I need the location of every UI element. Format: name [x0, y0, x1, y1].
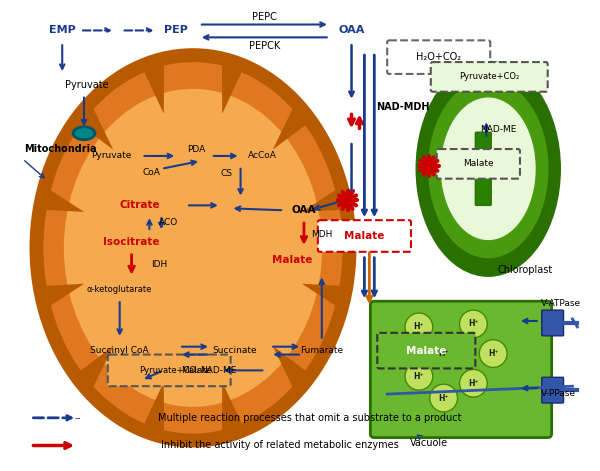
Text: H⁺: H⁺ — [468, 319, 479, 328]
Text: Pyruvate+CO₂: Pyruvate+CO₂ — [459, 73, 520, 81]
Ellipse shape — [417, 62, 560, 276]
Ellipse shape — [430, 81, 547, 257]
Circle shape — [405, 313, 433, 341]
Text: AcCoA: AcCoA — [248, 152, 277, 161]
Circle shape — [460, 369, 487, 397]
Text: Chloroplast: Chloroplast — [497, 265, 553, 275]
FancyBboxPatch shape — [377, 333, 475, 368]
Text: Inhibit the activity of related metabolic enzymes: Inhibit the activity of related metaboli… — [161, 440, 399, 450]
Text: H⁺: H⁺ — [439, 394, 449, 403]
Circle shape — [479, 340, 507, 367]
Polygon shape — [302, 284, 347, 309]
Ellipse shape — [37, 55, 350, 440]
FancyBboxPatch shape — [475, 132, 491, 205]
Text: ACO: ACO — [158, 218, 178, 227]
Polygon shape — [222, 59, 245, 114]
Text: H⁺: H⁺ — [439, 349, 449, 358]
Ellipse shape — [73, 127, 95, 139]
Text: Mitochondria: Mitochondria — [25, 144, 97, 154]
FancyBboxPatch shape — [542, 377, 563, 403]
Text: V-ATPase: V-ATPase — [541, 299, 581, 308]
Text: H₂O+CO₂: H₂O+CO₂ — [416, 52, 461, 62]
Polygon shape — [141, 382, 164, 437]
Text: OAA: OAA — [338, 25, 365, 35]
Polygon shape — [141, 59, 164, 114]
Text: PDA: PDA — [187, 145, 205, 154]
Text: Pyruvate+CO₂: Pyruvate+CO₂ — [139, 366, 199, 375]
Text: NAD-MDH: NAD-MDH — [376, 102, 430, 112]
Text: MDH: MDH — [311, 229, 332, 238]
Text: PEPCK: PEPCK — [249, 41, 280, 51]
Text: Succinyl CoA: Succinyl CoA — [91, 346, 149, 355]
Ellipse shape — [440, 97, 536, 241]
Text: Isocitrate: Isocitrate — [103, 237, 160, 247]
Polygon shape — [302, 187, 347, 212]
Text: Pyruvate: Pyruvate — [92, 152, 132, 161]
Text: Malate: Malate — [344, 231, 385, 241]
Circle shape — [405, 363, 433, 390]
Text: PEP: PEP — [164, 25, 188, 35]
Text: V-PPase: V-PPase — [541, 389, 576, 398]
Text: Malate: Malate — [181, 366, 211, 375]
Circle shape — [430, 340, 458, 367]
FancyBboxPatch shape — [370, 301, 551, 438]
Text: –: – — [68, 413, 88, 423]
Polygon shape — [39, 187, 84, 212]
Text: Pyruvate: Pyruvate — [65, 80, 109, 90]
Text: CoA: CoA — [142, 168, 160, 177]
Text: Succinate: Succinate — [212, 346, 257, 355]
FancyBboxPatch shape — [542, 310, 563, 336]
Text: NAD-ME: NAD-ME — [200, 366, 237, 375]
Polygon shape — [74, 103, 113, 150]
Text: OAA: OAA — [292, 205, 316, 215]
Text: α-ketoglutarate: α-ketoglutarate — [87, 285, 152, 294]
FancyBboxPatch shape — [431, 62, 548, 92]
FancyBboxPatch shape — [437, 149, 520, 179]
Text: Vacuole: Vacuole — [410, 438, 448, 447]
Polygon shape — [272, 103, 312, 150]
Text: H⁺: H⁺ — [413, 323, 424, 332]
FancyBboxPatch shape — [387, 41, 490, 74]
Text: Malate: Malate — [463, 159, 494, 168]
Polygon shape — [272, 346, 312, 392]
Text: Malate: Malate — [272, 255, 312, 265]
Text: H⁺: H⁺ — [468, 379, 479, 388]
Polygon shape — [39, 284, 84, 309]
FancyBboxPatch shape — [108, 355, 230, 386]
Text: CS: CS — [221, 169, 233, 178]
Text: NAD-ME: NAD-ME — [480, 125, 517, 134]
Text: Citrate: Citrate — [119, 200, 160, 211]
Polygon shape — [222, 382, 245, 437]
Text: EMP: EMP — [49, 25, 76, 35]
Circle shape — [430, 384, 458, 412]
Text: IDH: IDH — [151, 260, 167, 269]
Ellipse shape — [64, 89, 322, 407]
Text: Malate: Malate — [406, 346, 446, 356]
Text: Multiple reaction processes that omit a substrate to a product: Multiple reaction processes that omit a … — [158, 413, 461, 423]
Text: PEPC: PEPC — [252, 12, 277, 22]
Text: H⁺: H⁺ — [488, 349, 499, 358]
Text: Fumarate: Fumarate — [300, 346, 343, 355]
Circle shape — [460, 310, 487, 338]
Text: H⁺: H⁺ — [413, 372, 424, 381]
FancyBboxPatch shape — [318, 220, 411, 252]
Polygon shape — [74, 346, 113, 392]
